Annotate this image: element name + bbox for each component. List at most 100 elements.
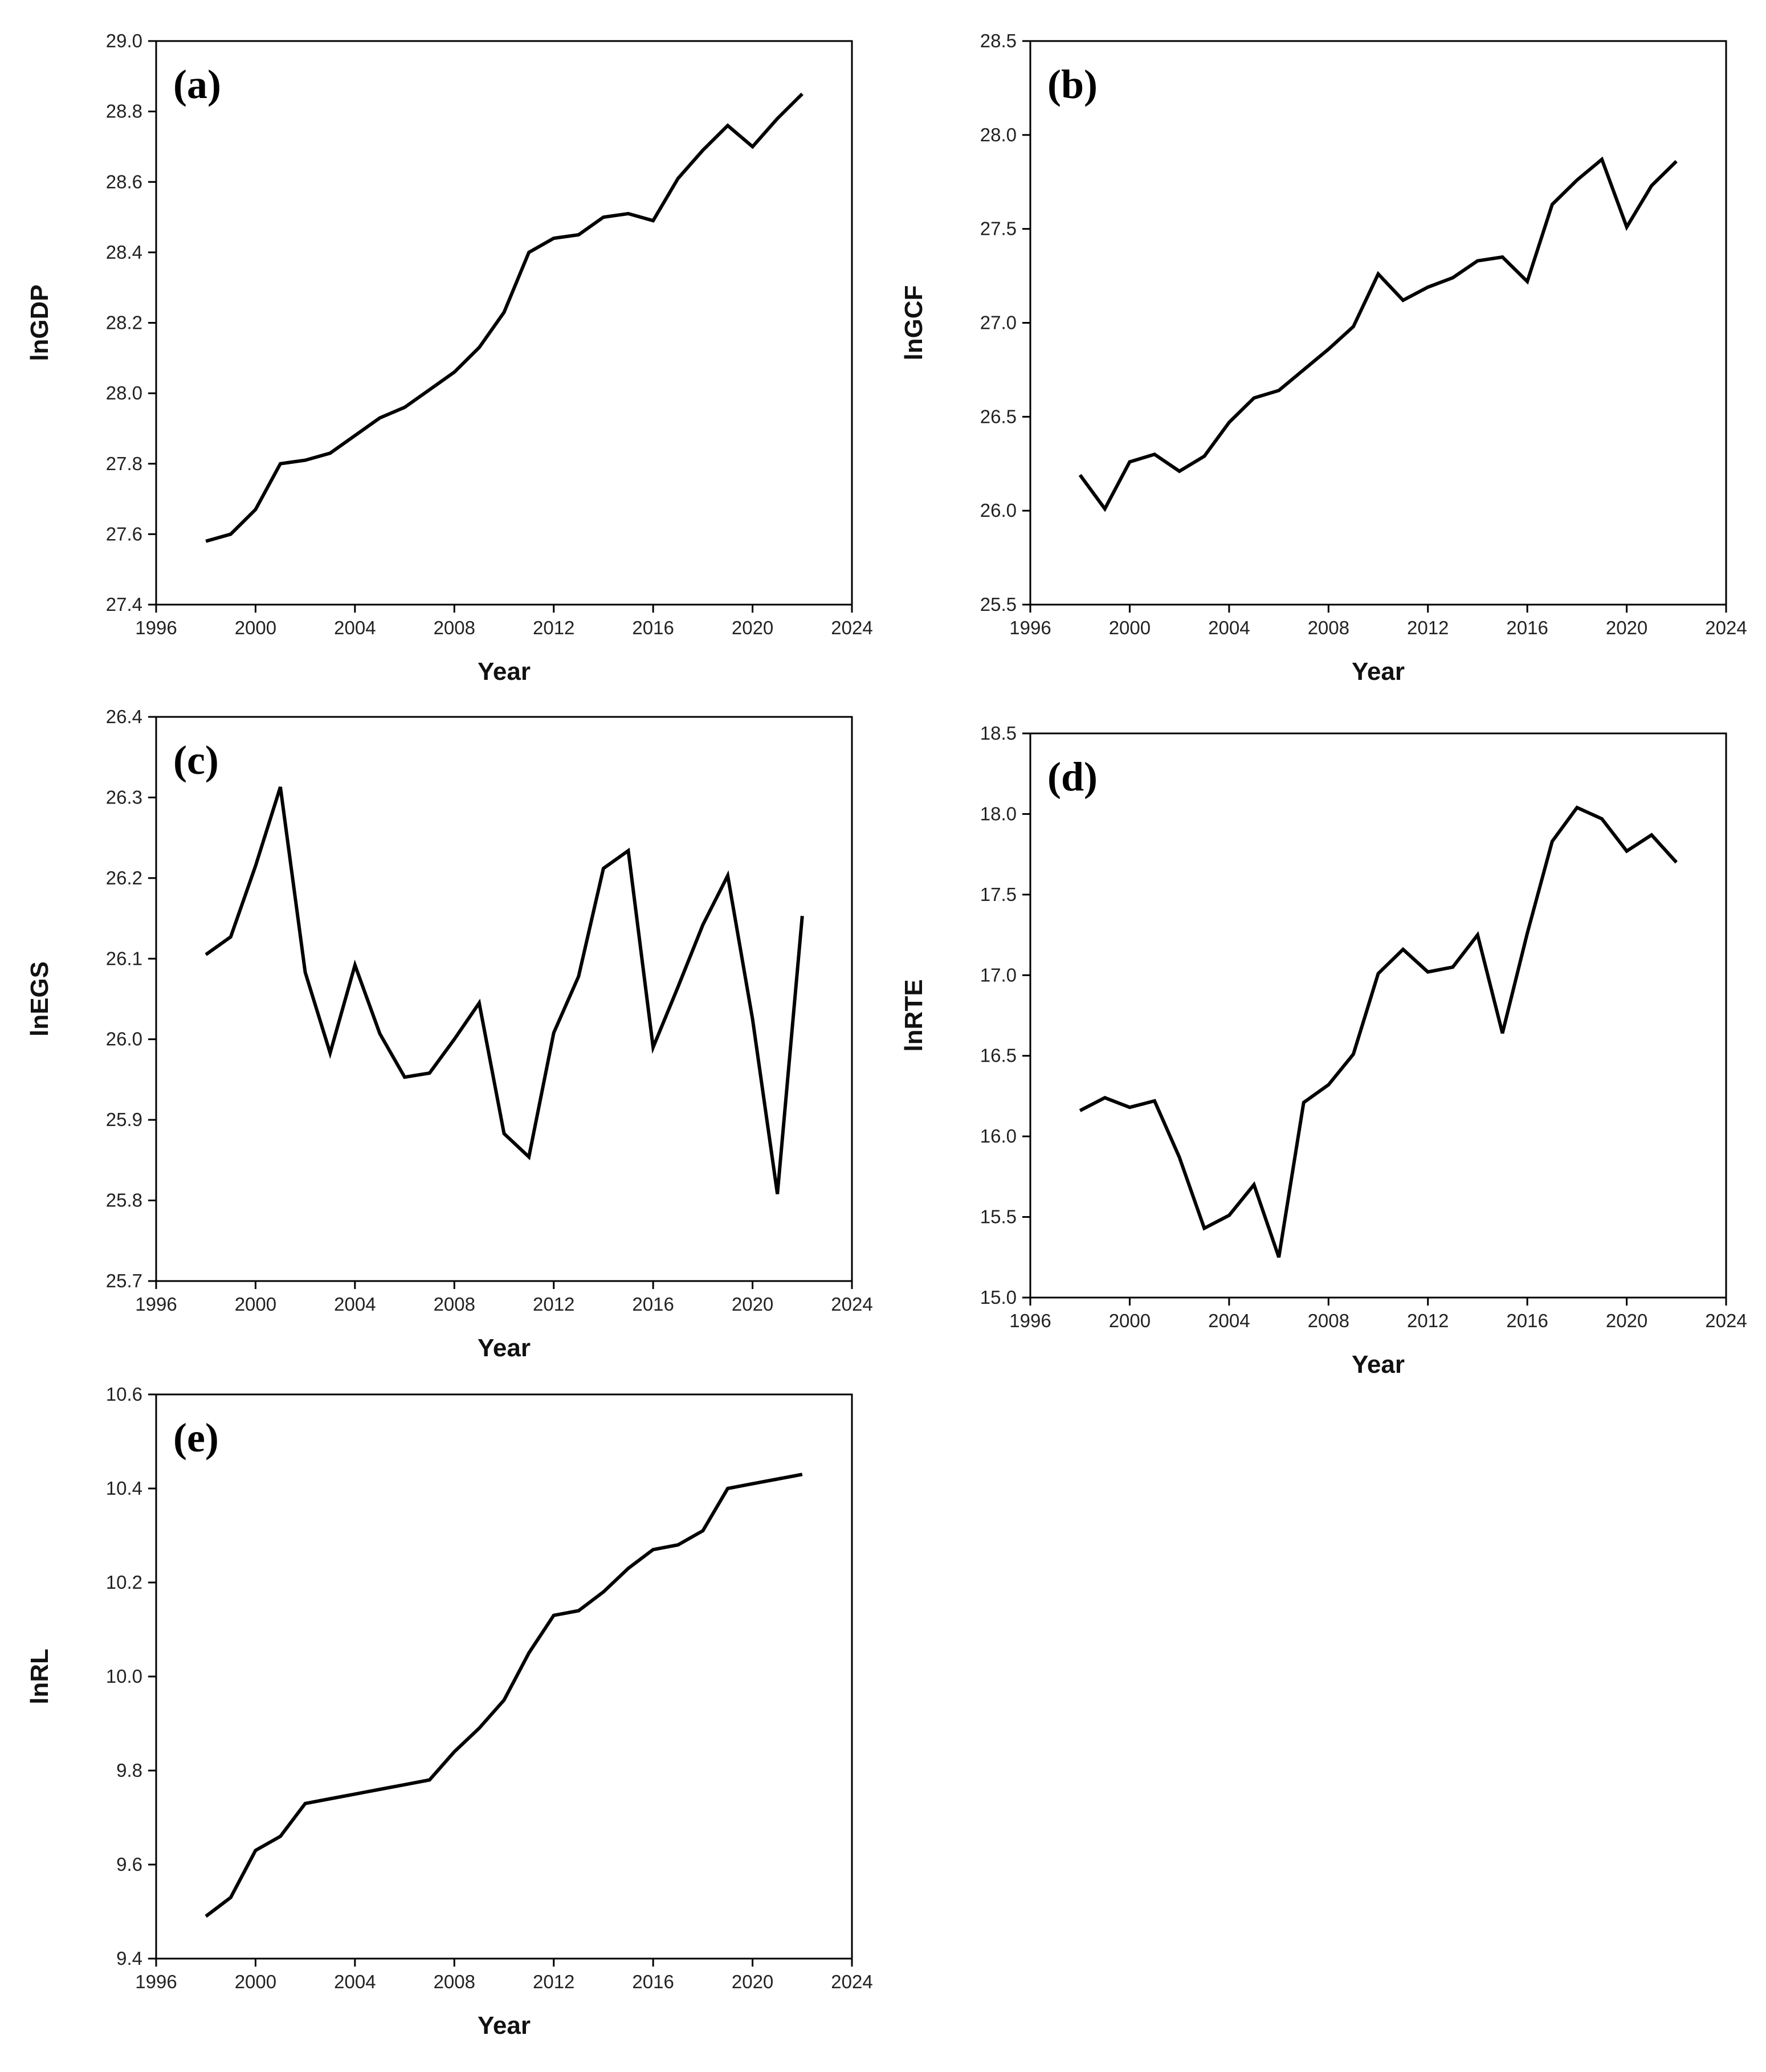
panel-b-x-tick-label: 2008: [1308, 617, 1349, 638]
panel-e-data-point: [801, 1473, 804, 1476]
panel-e-data-point: [204, 1915, 207, 1918]
panel-d-label: (d): [1047, 754, 1098, 800]
panel-c-data-point: [279, 785, 282, 789]
panel-a-data-point: [378, 416, 382, 419]
panel-a-y-tick-label: 28.6: [106, 171, 142, 192]
panel-e-x-tick-label: 2016: [632, 1971, 674, 1992]
panel-b-series-line-lnGCF: [1078, 156, 1678, 512]
panel-e-data-point: [701, 1529, 704, 1532]
panel-e-y-tick-label: 9.6: [116, 1854, 142, 1875]
panel-b-data-point: [1103, 507, 1107, 511]
panel-b-x-tick-label: 2016: [1506, 617, 1548, 638]
panel-d-data-point: [1377, 972, 1380, 976]
panel-a-data-point: [353, 434, 357, 437]
panel-a-x-tick-label: 2012: [533, 617, 574, 638]
panel-d-data-point: [1476, 933, 1479, 937]
panel-b-data-point: [1078, 474, 1082, 477]
panel-d-plot-frame: [1029, 732, 1727, 1299]
panel-e-data-point: [378, 1788, 382, 1791]
panel-d-data-point: [1526, 932, 1529, 935]
panel-d-data-point: [1128, 1106, 1131, 1109]
panel-d-data-point: [1253, 1183, 1256, 1186]
panel-e-data-point: [751, 1482, 754, 1486]
panel-b-x-tick-label: 2012: [1407, 617, 1449, 638]
panel-e-data-point: [602, 1590, 605, 1594]
panel-e-x-axis-title: Year: [478, 2012, 531, 2040]
panel-e-data-point: [627, 1567, 630, 1570]
panel-b-data-point: [1352, 325, 1355, 328]
panel-a-x-tick-label: 2024: [831, 617, 872, 638]
panel-a-data-point: [651, 219, 655, 222]
panel-d-data-point: [1178, 1156, 1181, 1159]
panel-b-data-point: [1650, 184, 1653, 187]
panel-e-data-point: [552, 1614, 556, 1617]
panel-a-data-point: [602, 215, 605, 219]
panel-b-y-tick-label: 28.0: [980, 124, 1017, 145]
panel-e-y-tick-label: 10.6: [106, 1384, 142, 1405]
panel-c-data-point: [229, 935, 233, 939]
panel-a-series-line-lnGDP: [205, 92, 804, 543]
panel-b-x-tick-label: 2004: [1208, 617, 1250, 638]
panel-c-y-tick-label: 25.8: [106, 1190, 142, 1211]
panel-e-x-tick-label: 2020: [732, 1971, 773, 1992]
panel-e-label: (e): [173, 1415, 219, 1461]
panel-c-x-tick-label: 2004: [334, 1294, 376, 1315]
panel-e-lnrl-chart: 1996 2000 2004 2008 2012 2016 2020 2024 9.4 9.6 9.…: [26, 1384, 873, 2040]
panel-a-data-point: [627, 212, 630, 215]
panel-e-y-tick-label: 10.2: [106, 1572, 142, 1593]
panel-b-y-tick-label: 27.0: [980, 312, 1017, 333]
panel-a-y-tick-label: 28.8: [106, 101, 142, 122]
panel-a-y-tick-label: 27.8: [106, 453, 142, 474]
panel-a-y-tick-label: 28.2: [106, 312, 142, 333]
panel-c-y-tick-label: 26.3: [106, 786, 142, 807]
panel-c-data-point: [503, 1132, 506, 1135]
panel-a-data-point: [478, 346, 481, 349]
panel-a-data-point: [751, 145, 754, 148]
panel-a-x-axis-title: Year: [478, 658, 531, 686]
panel-b-x-tick-label: 2024: [1705, 617, 1747, 638]
panel-d-x-tick-label: 1996: [1009, 1310, 1051, 1331]
panel-e-data-point: [776, 1478, 779, 1481]
panel-c-data-point: [701, 923, 704, 927]
panel-c-data-point: [304, 970, 307, 974]
panel-c-data-point: [378, 1032, 382, 1035]
panel-a-data-point: [279, 462, 282, 466]
panel-a-y-tick-label: 28.4: [106, 242, 142, 263]
panel-d-y-tick-label: 15.0: [980, 1287, 1017, 1308]
panel-b-y-tick-label: 28.5: [980, 30, 1017, 51]
panel-d-x-tick-label: 2008: [1308, 1310, 1349, 1331]
panel-d-x-tick-label: 2016: [1506, 1310, 1548, 1331]
panel-a-y-tick-label: 27.4: [106, 594, 142, 615]
panel-d-data-point: [1202, 1226, 1206, 1230]
panel-d-data-point: [1352, 1053, 1355, 1056]
panel-b-data-point: [1551, 203, 1554, 206]
panel-e-x-tick-label: 2008: [434, 1971, 475, 1992]
panel-c-y-tick-label: 25.7: [106, 1270, 142, 1291]
panel-d-x-tick-label: 2012: [1407, 1310, 1449, 1331]
panel-a-data-point: [726, 124, 729, 127]
panel-a-lngdp-chart: 1996 2000 2004 2008 2012 2016 2020 2024 27.4 27.6…: [26, 30, 873, 686]
panel-d-data-point: [1103, 1096, 1107, 1099]
panel-e-x-tick-label: 2024: [831, 1971, 872, 1992]
panel-c-data-point: [801, 914, 804, 917]
panel-d-data-point: [1302, 1101, 1306, 1104]
panel-c-y-tick-label: 26.4: [106, 706, 142, 727]
panel-a-label: (a): [173, 62, 221, 107]
panel-d-data-point: [1575, 806, 1579, 809]
panel-e-data-point: [676, 1543, 680, 1547]
panel-b-data-point: [1227, 421, 1231, 424]
panel-d-data-point: [1650, 833, 1653, 837]
panel-c-plot-frame: [155, 716, 853, 1282]
panel-b-data-point: [1253, 396, 1256, 399]
panel-c-lnegs-chart: 1996 2000 2004 2008 2012 2016 2020 2024 25.7 25.8…: [26, 706, 873, 1362]
panel-e-data-point: [229, 1896, 233, 1899]
panel-b-y-tick-label: 27.5: [980, 218, 1017, 239]
panel-b-y-tick-label: 26.5: [980, 406, 1017, 427]
panel-d-x-tick-label: 2000: [1109, 1310, 1151, 1331]
panel-b-data-point: [1625, 225, 1629, 229]
panel-b-x-axis-title: Year: [1352, 658, 1405, 686]
panel-d-data-point: [1675, 860, 1678, 864]
panel-d-series-line-lnRTE: [1079, 805, 1678, 1258]
